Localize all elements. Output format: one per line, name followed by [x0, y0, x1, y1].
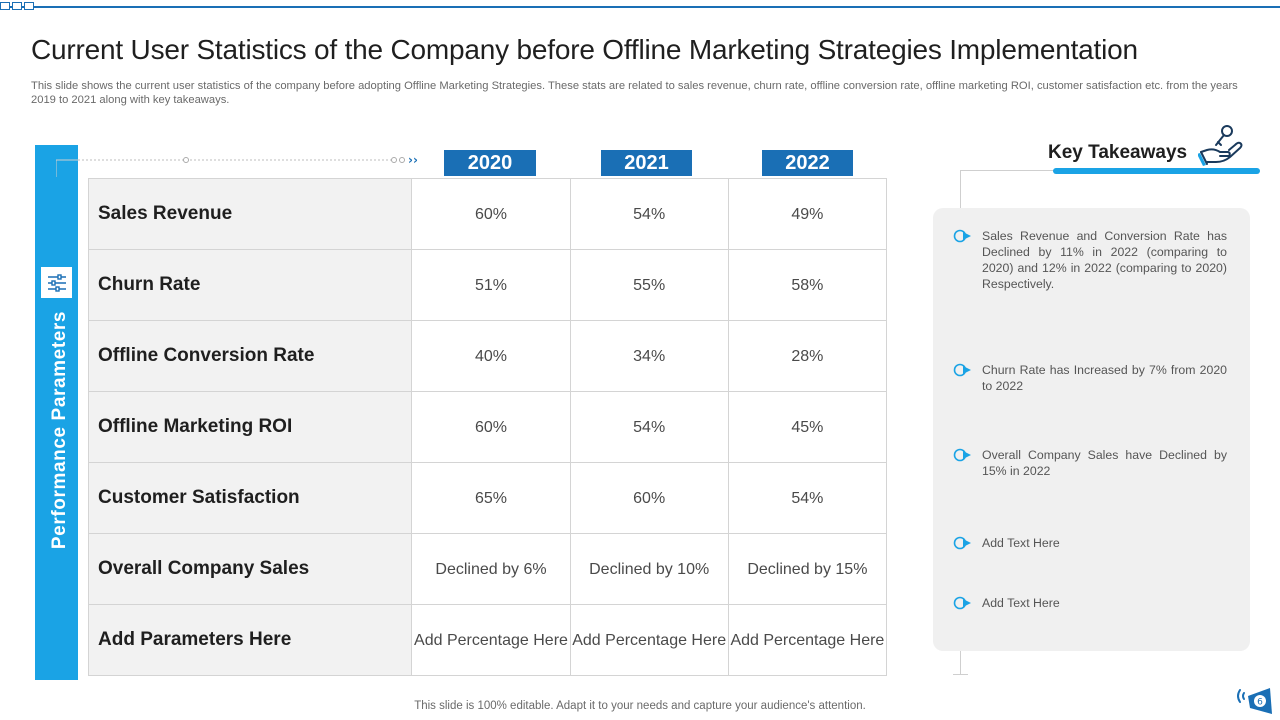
- takeaway-item: Add Text Here: [952, 535, 1227, 551]
- param-add-parameters: Add Parameters Here: [87, 604, 413, 676]
- takeaways-panel: [933, 208, 1250, 651]
- arrow-bullet-icon: [953, 363, 971, 377]
- table-cell: 51%: [411, 249, 571, 321]
- param-sales-revenue: Sales Revenue: [87, 178, 413, 250]
- performance-parameters-bar: [35, 145, 78, 680]
- arrow-bullet-icon: [953, 229, 971, 243]
- takeaway-item: Churn Rate has Increased by 7% from 2020…: [952, 362, 1227, 394]
- table-cell: 54%: [569, 178, 729, 250]
- table-cell: Declined by 6%: [411, 533, 571, 605]
- takeaways-connector-foot: [953, 674, 968, 675]
- arrow-bullet-icon: [953, 448, 971, 462]
- takeaways-connector-top: [960, 170, 1055, 171]
- table-cell: Declined by 15%: [727, 533, 888, 605]
- table-row: Churn Rate 51% 55% 58%: [87, 249, 888, 321]
- param-offline-conversion-rate: Offline Conversion Rate: [87, 320, 413, 392]
- statistics-table: Sales Revenue 60% 54% 49% Churn Rate 51%…: [87, 178, 888, 676]
- param-customer-satisfaction: Customer Satisfaction: [87, 462, 413, 534]
- table-cell: Declined by 10%: [569, 533, 729, 605]
- table-cell: 60%: [411, 391, 571, 463]
- table-cell: 28%: [727, 320, 888, 392]
- arrow-bullet-icon: [953, 536, 971, 550]
- table-cell: 54%: [727, 462, 888, 534]
- top-decoration: [0, 2, 34, 12]
- table-row: Overall Company Sales Declined by 6% Dec…: [87, 533, 888, 605]
- hand-key-icon: [1198, 125, 1243, 166]
- page-subtitle: This slide shows the current user statis…: [31, 80, 1238, 106]
- table-cell: 34%: [569, 320, 729, 392]
- page-title: Current User Statistics of the Company b…: [31, 34, 1138, 65]
- megaphone-icon: 6: [1237, 688, 1272, 714]
- table-cell: Add Percentage Here: [569, 604, 729, 676]
- arrow-bullet-icon: [953, 596, 971, 610]
- takeaway-text: Add Text Here: [982, 596, 1060, 610]
- table-row: Offline Marketing ROI 60% 54% 45%: [87, 391, 888, 463]
- year-header-2022: 2022: [762, 150, 853, 176]
- table-row: Add Parameters Here Add Percentage Here …: [87, 604, 888, 676]
- table-cell: 60%: [411, 178, 571, 250]
- table-cell: 54%: [569, 391, 729, 463]
- table-cell: 60%: [569, 462, 729, 534]
- table-cell: 49%: [727, 178, 888, 250]
- table-cell: 40%: [411, 320, 571, 392]
- year-header-2021: 2021: [601, 150, 692, 176]
- table-row: Sales Revenue 60% 54% 49%: [87, 178, 888, 250]
- takeaway-text: Sales Revenue and Conversion Rate has De…: [982, 229, 1227, 291]
- table-cell: 55%: [569, 249, 729, 321]
- svg-text:››: ››: [408, 153, 418, 167]
- table-cell: 58%: [727, 249, 888, 321]
- takeaway-item: Overall Company Sales have Declined by 1…: [952, 447, 1227, 479]
- table-cell: Add Percentage Here: [727, 604, 888, 676]
- takeaway-item: Add Text Here: [952, 595, 1227, 611]
- takeaway-text: Add Text Here: [982, 536, 1060, 550]
- takeaway-text: Churn Rate has Increased by 7% from 2020…: [982, 363, 1227, 393]
- year-header-2020: 2020: [444, 150, 536, 176]
- top-rule: [0, 6, 1280, 8]
- page-number: 6: [1257, 698, 1263, 708]
- footer-note: This slide is 100% editable. Adapt it to…: [414, 700, 866, 712]
- takeaway-item: Sales Revenue and Conversion Rate has De…: [952, 228, 1227, 292]
- takeaways-underline: [1053, 168, 1260, 174]
- table-row: Offline Conversion Rate 40% 34% 28%: [87, 320, 888, 392]
- takeaway-text: Overall Company Sales have Declined by 1…: [982, 448, 1227, 478]
- table-cell: Add Percentage Here: [411, 604, 571, 676]
- param-churn-rate: Churn Rate: [87, 249, 413, 321]
- side-label: Performance Parameters: [49, 310, 70, 550]
- param-offline-marketing-roi: Offline Marketing ROI: [87, 391, 413, 463]
- sliders-icon: [41, 267, 72, 298]
- connector-line-decoration: ››: [56, 153, 418, 177]
- table-row: Customer Satisfaction 65% 60% 54%: [87, 462, 888, 534]
- table-cell: 65%: [411, 462, 571, 534]
- param-overall-company-sales: Overall Company Sales: [87, 533, 413, 605]
- takeaways-title: Key Takeaways: [1048, 142, 1188, 163]
- table-cell: 45%: [727, 391, 888, 463]
